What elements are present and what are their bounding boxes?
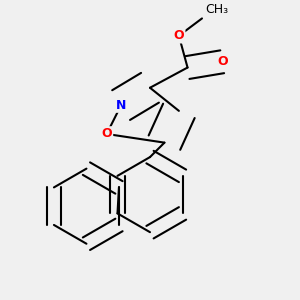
Text: O: O — [101, 128, 112, 140]
Text: N: N — [116, 99, 126, 112]
Text: O: O — [217, 55, 227, 68]
Text: O: O — [174, 29, 184, 42]
Text: CH₃: CH₃ — [205, 2, 228, 16]
